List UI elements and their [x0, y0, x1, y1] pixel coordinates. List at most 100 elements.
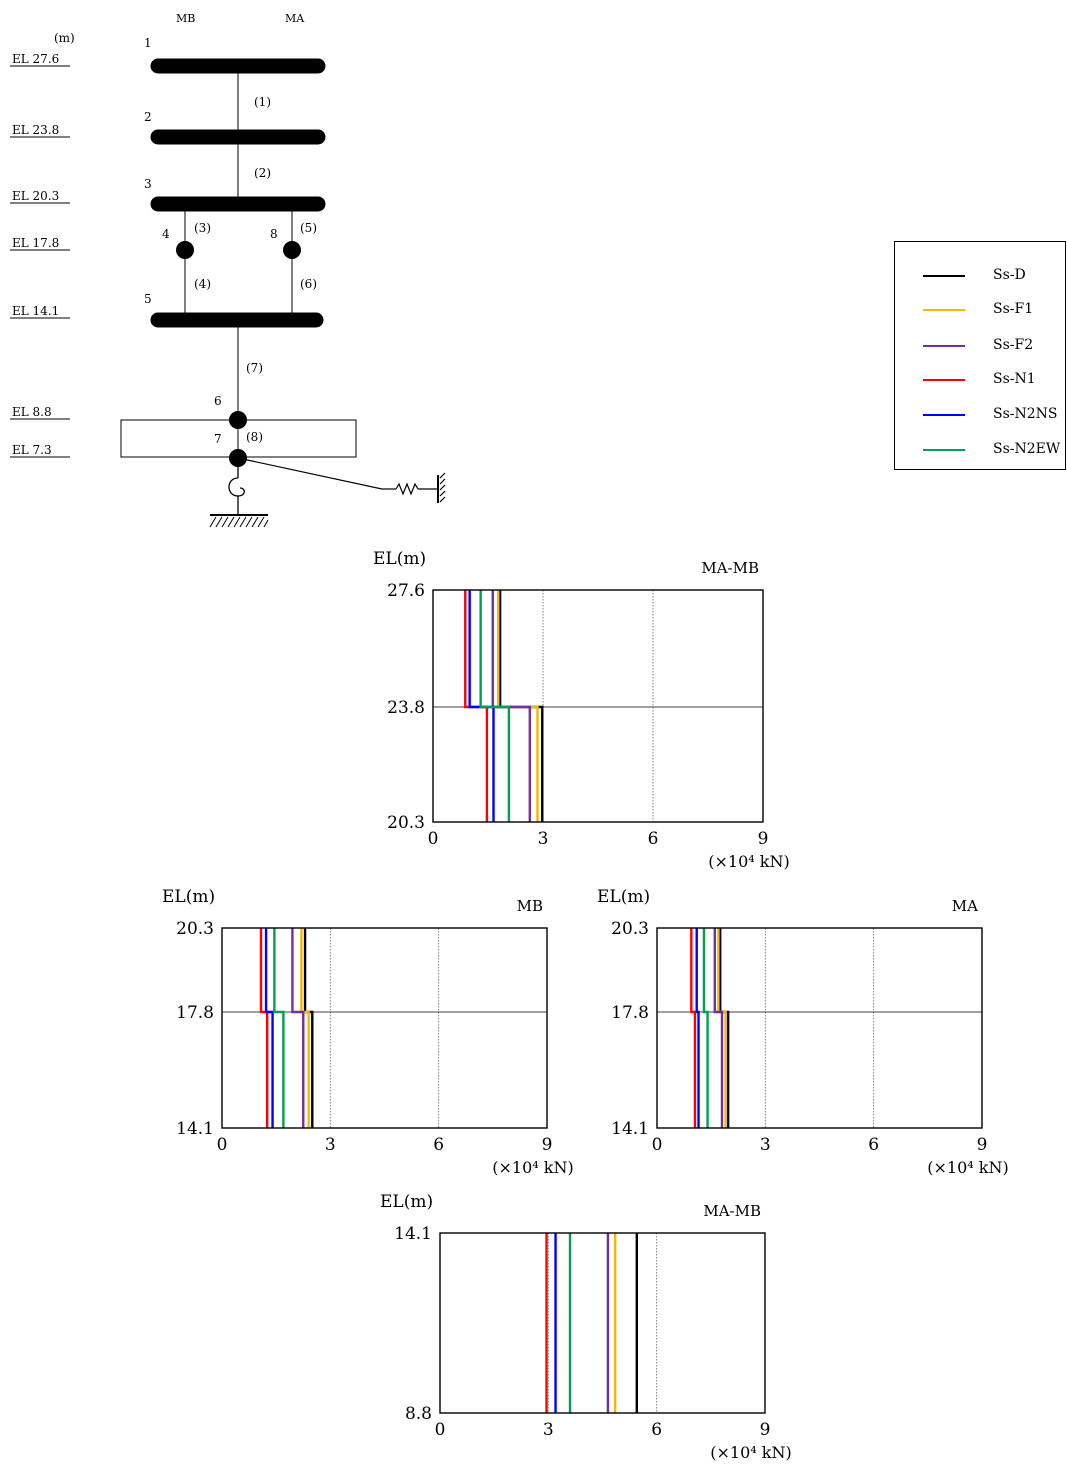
x-tick-label: 3	[543, 1420, 554, 1440]
y-axis-label: EL(m)	[597, 887, 650, 907]
elevation-underlines	[10, 65, 70, 458]
node-number: 4	[162, 227, 170, 241]
series-line-ss-n2ew	[273, 928, 285, 1128]
node-number: 7	[214, 432, 222, 446]
x-tick-label: 0	[428, 829, 439, 849]
legend-swatch	[923, 275, 965, 277]
elevation-label: EL 17.8	[12, 236, 59, 250]
y-tick-label: 17.8	[611, 1003, 649, 1023]
x-tick-label: 9	[542, 1135, 553, 1155]
elevation-label: EL 7.3	[12, 443, 52, 457]
y-axis-label: EL(m)	[162, 887, 215, 907]
x-tick-label: 0	[217, 1135, 228, 1155]
node-number: 3	[144, 177, 152, 191]
y-axis-label: EL(m)	[373, 549, 426, 569]
x-tick-label: 9	[760, 1420, 771, 1440]
node-dot	[229, 411, 247, 429]
mass-nodes	[176, 241, 301, 467]
header-mb: MB	[176, 12, 195, 25]
plot-frame	[439, 1232, 766, 1414]
node-number: 1	[144, 36, 152, 50]
member-number: (5)	[300, 221, 317, 235]
x-tick-label: 3	[760, 1135, 771, 1155]
legend: Ss-D Ss-F1 Ss-F2 Ss-N1 Ss-N2NS Ss-N2EW	[894, 241, 1066, 470]
elevation-label: EL 27.6	[12, 52, 59, 66]
series-line-ss-n1	[259, 928, 269, 1128]
legend-swatch	[923, 345, 965, 347]
y-tick-label: 23.8	[387, 698, 425, 718]
member-number: (1)	[254, 95, 271, 109]
y-tick-label: 20.3	[176, 919, 214, 939]
y-axis-label: EL(m)	[380, 1192, 433, 1212]
series-line-ss-n2ew	[479, 590, 511, 822]
x-tick-label: 6	[433, 1135, 444, 1155]
x-unit-label: (×10⁴ kN)	[710, 1443, 791, 1462]
node-dot	[283, 241, 301, 259]
chart-ma: 20.3 17.8 14.10 3 6 9 (×10⁴ kN) EL(m) MA	[597, 887, 1009, 1177]
legend-label: Ss-D	[993, 267, 1026, 283]
member-number: (8)	[246, 430, 263, 444]
x-unit-label: (×10⁴ kN)	[708, 852, 789, 871]
structural-model-diagram: (m) EL 27.6 EL 23.8 EL 20.3 EL 17.8 EL 1…	[10, 12, 446, 528]
legend-swatch	[923, 449, 965, 451]
chart-title: MA-MB	[703, 1202, 761, 1220]
elevation-label: EL 23.8	[12, 123, 59, 137]
x-tick-label: 9	[758, 829, 769, 849]
legend-item: Ss-N2NS	[895, 405, 1065, 425]
legend-swatch	[923, 309, 965, 311]
series-line-ss-f2	[491, 590, 531, 822]
node-number: 2	[144, 110, 152, 124]
x-unit-label: (×10⁴ kN)	[492, 1158, 573, 1177]
x-tick-label: 3	[325, 1135, 336, 1155]
elevation-labels: EL 27.6 EL 23.8 EL 20.3 EL 17.8 EL 14.1 …	[12, 52, 59, 457]
series-line-ss-f2	[291, 928, 305, 1128]
node-numbers: 1 2 3 4 8 5 6 7	[144, 36, 278, 446]
legend-swatch	[923, 379, 965, 381]
legend-item: Ss-N2EW	[895, 440, 1065, 460]
legend-item: Ss-D	[895, 266, 1065, 286]
chart-mb: 20.3 17.8 14.10 3 6 9 (×10⁴ kN) EL(m) MB	[162, 887, 574, 1177]
chart-title: MA-MB	[701, 559, 759, 577]
member-number: (4)	[194, 277, 211, 291]
members	[184, 66, 293, 458]
x-tick-label: 9	[977, 1135, 988, 1155]
x-tick-label: 0	[652, 1135, 663, 1155]
node-dot	[176, 241, 194, 259]
x-tick-label: 6	[648, 829, 659, 849]
elevation-label: EL 8.8	[12, 405, 52, 419]
chart-ma-mb-upper: 27.6 23.8 20.30 3 6 9 (×10⁴ kN) EL(m) MA-MB	[373, 549, 790, 871]
node-number: 6	[214, 394, 222, 408]
legend-item: Ss-N1	[895, 370, 1065, 390]
elevation-label: EL 14.1	[12, 304, 59, 318]
x-unit-label: (×10⁴ kN)	[927, 1158, 1008, 1177]
chart-ma-mb-lower: 14.1 8.80 3 6 9 (×10⁴ kN) EL(m) MA-MB	[380, 1192, 792, 1462]
legend-item: Ss-F2	[895, 336, 1065, 356]
member-number: (2)	[254, 166, 271, 180]
series-line-ss-n2ns	[695, 928, 700, 1128]
y-tick-label: 8.8	[405, 1404, 432, 1424]
node-number: 8	[270, 227, 278, 241]
series-line-ss-n2ns	[264, 928, 274, 1128]
series-line-ss-f1	[300, 928, 310, 1128]
x-tick-label: 6	[651, 1420, 662, 1440]
y-tick-label: 20.3	[611, 919, 649, 939]
plot-frame	[221, 927, 548, 1129]
member-numbers: (1) (2) (3) (5) (4) (6) (7) (8)	[194, 95, 317, 444]
member-number: (3)	[194, 221, 211, 235]
unit-label: (m)	[54, 31, 75, 45]
legend-label: Ss-N2EW	[993, 441, 1061, 457]
legend-label: Ss-N2NS	[993, 406, 1058, 422]
legend-item: Ss-F1	[895, 300, 1065, 320]
legend-label: Ss-F2	[993, 337, 1034, 353]
legend-swatch	[923, 414, 965, 416]
node-number: 5	[144, 292, 152, 306]
y-tick-label: 20.3	[387, 813, 425, 833]
x-tick-label: 3	[538, 829, 549, 849]
member-number: (7)	[246, 361, 263, 375]
series-line-ss-f2	[713, 928, 724, 1128]
header-ma: MA	[285, 12, 305, 25]
x-tick-label: 6	[868, 1135, 879, 1155]
rotational-spring-icon	[228, 458, 245, 514]
ground-hatch-icon	[209, 514, 269, 528]
y-tick-label: 14.1	[176, 1119, 214, 1139]
